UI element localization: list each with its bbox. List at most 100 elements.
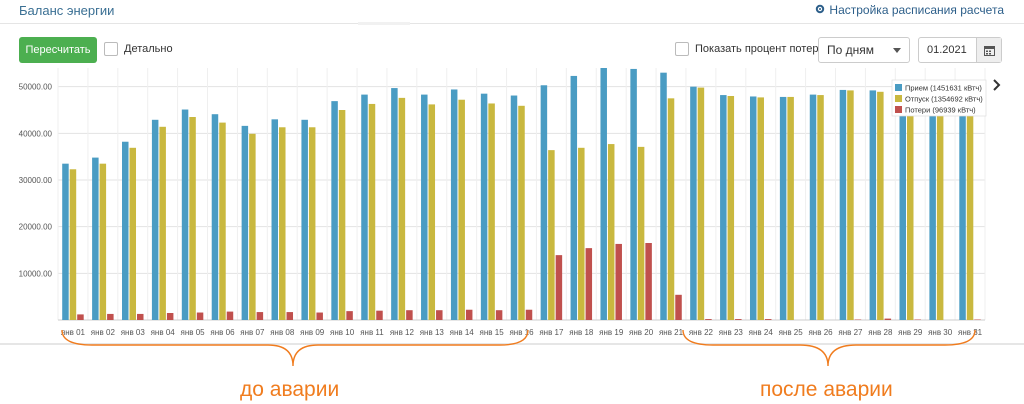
bar-otpusk (458, 99, 465, 320)
x-tick-label: янв 06 (210, 328, 235, 337)
x-tick-label: янв 17 (539, 328, 564, 337)
bar-poteri (376, 310, 383, 320)
x-tick-label: янв 15 (480, 328, 505, 337)
x-tick-label: янв 22 (689, 328, 714, 337)
detail-toggle[interactable]: Детально (104, 42, 173, 56)
bar-otpusk (69, 169, 77, 320)
legend-label: Прием (1451631 кВтч) (905, 84, 982, 93)
bar-priem (959, 105, 966, 320)
energy-balance-chart: 10000.00 20000.00 30000.00 40000.00 50000.00… (0, 65, 1024, 343)
bar-poteri (436, 310, 443, 320)
bar-otpusk (99, 163, 107, 320)
bar-otpusk (308, 127, 316, 320)
bar-otpusk (189, 117, 196, 320)
detail-checkbox[interactable] (104, 42, 118, 56)
bar-otpusk (966, 106, 974, 320)
bar-priem (570, 75, 578, 321)
x-tick-label: янв 30 (928, 328, 953, 337)
bar-poteri (884, 318, 892, 320)
bar-poteri (705, 319, 712, 320)
bar-priem (301, 119, 308, 320)
bar-otpusk (249, 133, 256, 320)
chart-svg: 10000.00 20000.00 30000.00 40000.00 50000.00… (19, 65, 987, 337)
period-select-value: По дням (827, 43, 875, 57)
bar-priem (421, 94, 428, 320)
bar-otpusk (697, 87, 705, 320)
bar-priem (869, 90, 877, 321)
bar-poteri (406, 310, 413, 320)
x-tick-label: янв 14 (450, 328, 475, 337)
bar-priem (331, 101, 338, 320)
bar-otpusk (518, 105, 525, 320)
date-input[interactable]: 01.2021 (927, 44, 967, 56)
bar-priem (62, 163, 69, 320)
x-tick-label: янв 21 (659, 328, 684, 337)
bar-otpusk (787, 96, 794, 321)
bar-priem (720, 95, 727, 320)
calendar-icon[interactable] (976, 38, 1001, 62)
bar-otpusk (817, 95, 824, 320)
x-tick-label: янв 07 (240, 328, 265, 337)
bar-otpusk (279, 127, 286, 320)
bar-otpusk (667, 98, 675, 320)
bar-priem (480, 93, 488, 320)
bar-poteri (675, 294, 682, 320)
bar-poteri (137, 313, 144, 320)
x-tick-label: янв 08 (270, 328, 295, 337)
x-tick-label: янв 29 (898, 328, 923, 337)
y-tick-label: 30000.00 (19, 176, 53, 185)
y-tick-label: 10000.00 (19, 269, 53, 278)
x-tick-label: янв 24 (749, 328, 774, 337)
bar-poteri (166, 313, 174, 320)
date-picker[interactable]: 01.2021 (918, 37, 1002, 63)
bar-priem (151, 119, 159, 320)
bar-poteri (286, 312, 294, 320)
period-select[interactable]: По дням (818, 37, 910, 63)
x-tick-label: янв 26 (808, 328, 833, 337)
detail-label: Детально (124, 43, 173, 55)
annotation-before: до аварии (240, 378, 340, 401)
tab-indicator (358, 22, 410, 25)
bar-otpusk (637, 146, 645, 320)
bar-poteri (346, 311, 353, 320)
bar-priem (450, 89, 458, 320)
loss-percent-checkbox[interactable] (675, 42, 689, 56)
y-tick-label: 20000.00 (19, 223, 53, 232)
bar-poteri (316, 312, 323, 320)
x-tick-label: янв 16 (509, 328, 534, 337)
bar-priem (271, 119, 279, 320)
x-tick-label: янв 27 (838, 328, 863, 337)
loss-percent-label: Показать процент потерь (695, 43, 825, 55)
x-tick-label: янв 10 (330, 328, 355, 337)
legend-label: Отпуск (1354692 кВтч) (905, 95, 983, 104)
x-tick-label: янв 02 (91, 328, 116, 337)
bar-poteri (735, 319, 742, 320)
y-tick-label: 50000.00 (19, 83, 53, 92)
bar-priem (600, 65, 607, 320)
gear-icon (815, 3, 825, 17)
y-tick-label: 40000.00 (19, 129, 53, 138)
bar-priem (630, 68, 637, 321)
schedule-settings-link[interactable]: Настройка расписания расчета (815, 3, 1004, 17)
bar-poteri (764, 319, 772, 320)
x-tick-label: янв 20 (629, 328, 654, 337)
loss-percent-toggle[interactable]: Показать процент потерь (675, 42, 824, 56)
bar-otpusk (578, 147, 585, 320)
bar-priem (510, 95, 518, 320)
chevron-right-icon[interactable] (993, 78, 1001, 94)
x-tick-label: янв 19 (599, 328, 624, 337)
bar-otpusk (936, 106, 944, 320)
bar-priem (809, 94, 817, 320)
x-tick-label: янв 28 (868, 328, 893, 337)
bar-priem (779, 96, 787, 321)
bar-otpusk (398, 97, 406, 321)
caret-down-icon (893, 43, 901, 57)
annotation-after: после аварии (760, 378, 893, 401)
x-tick-label: янв 11 (360, 328, 384, 337)
recalculate-button[interactable]: Пересчитать (19, 37, 97, 63)
bar-priem (211, 114, 219, 320)
x-tick-label: янв 13 (420, 328, 445, 337)
x-tick-label: янв 03 (121, 328, 146, 337)
bar-poteri (495, 310, 503, 320)
bar-poteri (77, 314, 84, 320)
